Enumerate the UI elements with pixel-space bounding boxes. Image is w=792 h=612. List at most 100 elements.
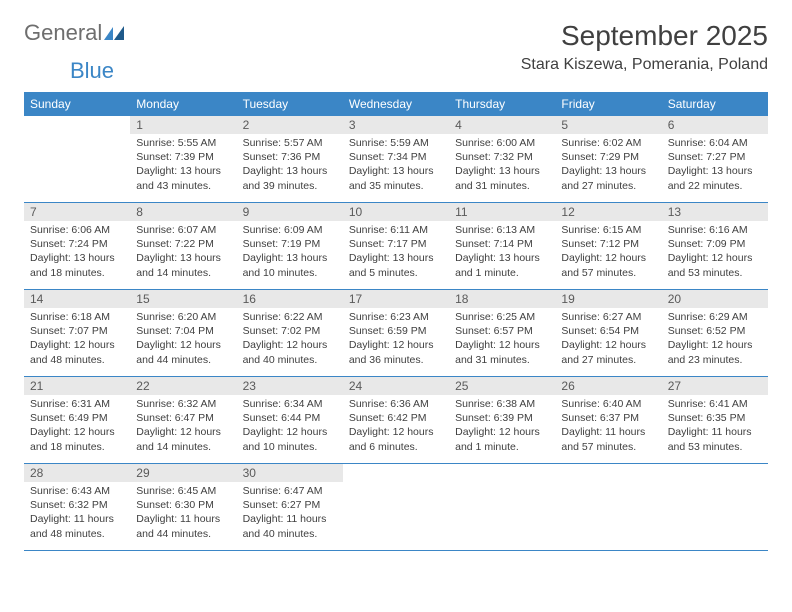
daylight-text: Daylight: 12 hours and 31 minutes. bbox=[455, 338, 549, 366]
sunset-text: Sunset: 6:27 PM bbox=[243, 498, 337, 512]
daylight-text: Daylight: 13 hours and 10 minutes. bbox=[243, 251, 337, 279]
day-body: Sunrise: 6:22 AMSunset: 7:02 PMDaylight:… bbox=[237, 308, 343, 371]
day-body: Sunrise: 6:43 AMSunset: 6:32 PMDaylight:… bbox=[24, 482, 130, 545]
day-number: 5 bbox=[555, 116, 661, 134]
calendar-cell: 27Sunrise: 6:41 AMSunset: 6:35 PMDayligh… bbox=[662, 377, 768, 464]
sunrise-text: Sunrise: 6:09 AM bbox=[243, 223, 337, 237]
logo: General bbox=[24, 20, 126, 46]
calendar-cell: 7Sunrise: 6:06 AMSunset: 7:24 PMDaylight… bbox=[24, 203, 130, 290]
sunrise-text: Sunrise: 5:59 AM bbox=[349, 136, 443, 150]
daylight-text: Daylight: 13 hours and 39 minutes. bbox=[243, 164, 337, 192]
day-body: Sunrise: 6:25 AMSunset: 6:57 PMDaylight:… bbox=[449, 308, 555, 371]
sunset-text: Sunset: 6:35 PM bbox=[668, 411, 762, 425]
calendar-cell: 15 Sunrise: 6:20 AMSunset: 7:04 PMDayligh… bbox=[130, 290, 236, 377]
day-number: 16 bbox=[237, 290, 343, 308]
daylight-text: Daylight: 13 hours and 5 minutes. bbox=[349, 251, 443, 279]
daylight-text: Daylight: 11 hours and 53 minutes. bbox=[668, 425, 762, 453]
day-number: 26 bbox=[555, 377, 661, 395]
logo-text-1: General bbox=[24, 20, 102, 46]
sunrise-text: Sunrise: 6:22 AM bbox=[243, 310, 337, 324]
day-body: Sunrise: 6:04 AMSunset: 7:27 PMDaylight:… bbox=[662, 134, 768, 197]
day-body: Sunrise: 6:36 AMSunset: 6:42 PMDaylight:… bbox=[343, 395, 449, 458]
daylight-text: Daylight: 12 hours and 14 minutes. bbox=[136, 425, 230, 453]
sunrise-text: Sunrise: 6:11 AM bbox=[349, 223, 443, 237]
day-number: 3 bbox=[343, 116, 449, 134]
calendar-cell bbox=[555, 464, 661, 551]
logo-icon bbox=[104, 20, 124, 46]
weekday-header: Monday bbox=[130, 92, 236, 116]
day-number: 30 bbox=[237, 464, 343, 482]
day-number: 20 bbox=[662, 290, 768, 308]
calendar-cell: 24Sunrise: 6:36 AMSunset: 6:42 PMDayligh… bbox=[343, 377, 449, 464]
day-number: 12 bbox=[555, 203, 661, 221]
daylight-text: Daylight: 12 hours and 57 minutes. bbox=[561, 251, 655, 279]
sunset-text: Sunset: 7:12 PM bbox=[561, 237, 655, 251]
sunset-text: Sunset: 6:59 PM bbox=[349, 324, 443, 338]
sunset-text: Sunset: 6:32 PM bbox=[30, 498, 124, 512]
daylight-text: Daylight: 12 hours and 44 minutes. bbox=[136, 338, 230, 366]
sunset-text: Sunset: 7:07 PM bbox=[30, 324, 124, 338]
daylight-text: Daylight: 12 hours and 27 minutes. bbox=[561, 338, 655, 366]
day-number: 24 bbox=[343, 377, 449, 395]
calendar-cell: 29Sunrise: 6:45 AMSunset: 6:30 PMDayligh… bbox=[130, 464, 236, 551]
day-number: 17 bbox=[343, 290, 449, 308]
calendar-cell: 3Sunrise: 5:59 AMSunset: 7:34 PMDaylight… bbox=[343, 116, 449, 203]
calendar-cell bbox=[24, 116, 130, 203]
day-number: 4 bbox=[449, 116, 555, 134]
daylight-text: Daylight: 13 hours and 1 minute. bbox=[455, 251, 549, 279]
sunrise-text: Sunrise: 6:18 AM bbox=[30, 310, 124, 324]
sunset-text: Sunset: 7:09 PM bbox=[668, 237, 762, 251]
sunrise-text: Sunrise: 6:06 AM bbox=[30, 223, 124, 237]
sunset-text: Sunset: 6:44 PM bbox=[243, 411, 337, 425]
weekday-header: Saturday bbox=[662, 92, 768, 116]
sunrise-text: Sunrise: 6:31 AM bbox=[30, 397, 124, 411]
sunrise-text: Sunrise: 6:25 AM bbox=[455, 310, 549, 324]
sunrise-text: Sunrise: 6:27 AM bbox=[561, 310, 655, 324]
daylight-text: Daylight: 13 hours and 43 minutes. bbox=[136, 164, 230, 192]
day-body: Sunrise: 6:02 AMSunset: 7:29 PMDaylight:… bbox=[555, 134, 661, 197]
day-number: 7 bbox=[24, 203, 130, 221]
calendar-cell: 14Sunrise: 6:18 AMSunset: 7:07 PMDayligh… bbox=[24, 290, 130, 377]
calendar-cell: 18Sunrise: 6:25 AMSunset: 6:57 PMDayligh… bbox=[449, 290, 555, 377]
day-body: Sunrise: 6:38 AMSunset: 6:39 PMDaylight:… bbox=[449, 395, 555, 458]
daylight-text: Daylight: 12 hours and 53 minutes. bbox=[668, 251, 762, 279]
day-number: 15 bbox=[130, 290, 236, 308]
calendar-cell: 13Sunrise: 6:16 AMSunset: 7:09 PMDayligh… bbox=[662, 203, 768, 290]
sunrise-text: Sunrise: 6:16 AM bbox=[668, 223, 762, 237]
day-number: 21 bbox=[24, 377, 130, 395]
sunrise-text: Sunrise: 6:45 AM bbox=[136, 484, 230, 498]
daylight-text: Daylight: 13 hours and 27 minutes. bbox=[561, 164, 655, 192]
daylight-text: Daylight: 12 hours and 40 minutes. bbox=[243, 338, 337, 366]
calendar-cell: 26Sunrise: 6:40 AMSunset: 6:37 PMDayligh… bbox=[555, 377, 661, 464]
calendar-cell: 19Sunrise: 6:27 AMSunset: 6:54 PMDayligh… bbox=[555, 290, 661, 377]
day-number: 8 bbox=[130, 203, 236, 221]
sunset-text: Sunset: 6:37 PM bbox=[561, 411, 655, 425]
day-body: Sunrise: 6:34 AMSunset: 6:44 PMDaylight:… bbox=[237, 395, 343, 458]
day-number: 25 bbox=[449, 377, 555, 395]
sunset-text: Sunset: 7:04 PM bbox=[136, 324, 230, 338]
calendar-cell: 9Sunrise: 6:09 AMSunset: 7:19 PMDaylight… bbox=[237, 203, 343, 290]
calendar-cell bbox=[449, 464, 555, 551]
daylight-text: Daylight: 11 hours and 57 minutes. bbox=[561, 425, 655, 453]
sunrise-text: Sunrise: 6:34 AM bbox=[243, 397, 337, 411]
day-number: 14 bbox=[24, 290, 130, 308]
sunset-text: Sunset: 6:42 PM bbox=[349, 411, 443, 425]
daylight-text: Daylight: 12 hours and 48 minutes. bbox=[30, 338, 124, 366]
sunset-text: Sunset: 7:39 PM bbox=[136, 150, 230, 164]
sunrise-text: Sunrise: 6:07 AM bbox=[136, 223, 230, 237]
daylight-text: Daylight: 12 hours and 6 minutes. bbox=[349, 425, 443, 453]
day-body: Sunrise: 6:18 AMSunset: 7:07 PMDaylight:… bbox=[24, 308, 130, 371]
day-body: Sunrise: 6:23 AMSunset: 6:59 PMDaylight:… bbox=[343, 308, 449, 371]
sunrise-text: Sunrise: 6:20 AM bbox=[136, 310, 230, 324]
day-body: Sunrise: 6:09 AMSunset: 7:19 PMDaylight:… bbox=[237, 221, 343, 284]
calendar-cell: 20Sunrise: 6:29 AMSunset: 6:52 PMDayligh… bbox=[662, 290, 768, 377]
sunset-text: Sunset: 7:02 PM bbox=[243, 324, 337, 338]
calendar-row: 7Sunrise: 6:06 AMSunset: 7:24 PMDaylight… bbox=[24, 203, 768, 290]
day-body: Sunrise: 6:07 AMSunset: 7:22 PMDaylight:… bbox=[130, 221, 236, 284]
daylight-text: Daylight: 12 hours and 10 minutes. bbox=[243, 425, 337, 453]
calendar-cell: 11Sunrise: 6:13 AMSunset: 7:14 PMDayligh… bbox=[449, 203, 555, 290]
sunset-text: Sunset: 7:22 PM bbox=[136, 237, 230, 251]
day-number: 19 bbox=[555, 290, 661, 308]
day-number bbox=[662, 464, 768, 468]
day-number: 1 bbox=[130, 116, 236, 134]
